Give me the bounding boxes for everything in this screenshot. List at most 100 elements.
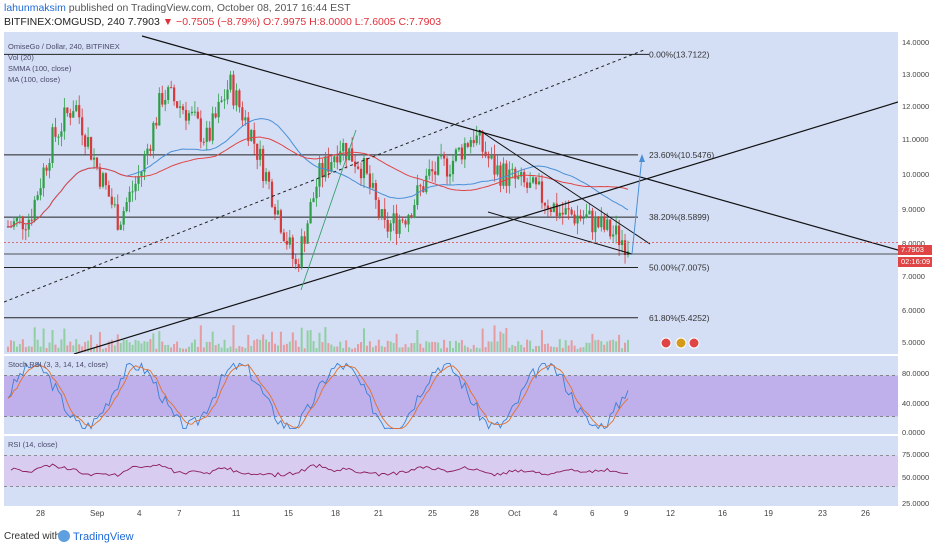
candle-body	[226, 89, 229, 100]
volume-bar	[481, 328, 484, 352]
volume-bar	[582, 347, 585, 352]
event-flag-icon	[688, 337, 700, 349]
volume-bar	[395, 333, 398, 352]
candle-body	[288, 237, 291, 245]
candle-body	[327, 156, 330, 172]
price-pane[interactable]: 0.00%(13.7122) 23.60%(10.5476) 38.20%(8.58…	[4, 32, 898, 354]
volume-bar	[60, 339, 63, 352]
price-chart: 0.00%(13.7122) 23.60%(10.5476) 38.20%(8.58…	[4, 35, 898, 354]
volume-bar	[579, 347, 582, 352]
candle-body	[84, 135, 87, 147]
candle-body	[297, 264, 300, 268]
volume-bar	[271, 331, 274, 352]
candle-body	[184, 109, 188, 121]
volume-bar	[214, 345, 217, 352]
candle-body	[534, 177, 538, 185]
price-tick: 13.0000	[902, 70, 930, 79]
candle-body	[600, 216, 603, 228]
candle-body	[57, 136, 60, 138]
ohlc-values: O:7.9975 H:8.0000 L:7.6005 C:7.7903	[263, 16, 442, 28]
price-tick: 5.0000	[902, 338, 925, 347]
time-tick: Sep	[90, 509, 105, 518]
stoch-axis: 80.0000 40.0000 0.0000	[898, 356, 932, 437]
stoch-rsi-pane[interactable]: Stoch RSI (3, 3, 14, 14, close)	[4, 356, 898, 434]
stoch-tick: 0.0000	[902, 428, 925, 437]
candle-body	[543, 202, 547, 206]
candle-body	[490, 155, 493, 159]
candle-body	[223, 99, 226, 101]
tradingview-brand[interactable]: TradingView	[58, 530, 134, 543]
candle-body	[193, 111, 196, 113]
volume-bar	[487, 341, 490, 352]
candle-body	[158, 93, 161, 126]
candle-body	[356, 166, 360, 169]
volume-bar	[158, 331, 161, 352]
candle-body	[101, 173, 105, 187]
candle-body	[220, 100, 223, 102]
candle-body	[69, 113, 72, 118]
volume-bar	[318, 332, 321, 352]
candle-body	[315, 186, 318, 199]
volume-bar	[90, 334, 93, 352]
volume-bar	[606, 341, 609, 352]
volume-bar	[401, 347, 404, 352]
volume-bar	[416, 329, 419, 352]
candle-body	[612, 234, 615, 237]
tradingview-logo-icon	[58, 530, 70, 542]
brand-label: TradingView	[73, 531, 134, 543]
candle-body	[398, 219, 401, 234]
volume-bar	[176, 341, 179, 352]
volume-bar	[208, 341, 211, 352]
volume-bar	[48, 342, 51, 352]
candle-body	[244, 117, 247, 121]
candle-body	[348, 148, 351, 161]
volume-bar	[585, 342, 588, 352]
volume-bar	[268, 341, 271, 352]
candle-body	[149, 148, 152, 151]
candle-body	[526, 182, 529, 188]
candle-body	[487, 156, 490, 159]
time-tick: 16	[718, 509, 727, 518]
candle-body	[282, 232, 285, 241]
candle-body	[401, 219, 404, 221]
publish-info: lahunmaksim published on TradingView.com…	[4, 2, 351, 15]
candle-body	[419, 185, 422, 187]
volume-bar	[72, 345, 75, 352]
volume-bar	[315, 348, 318, 352]
candle-body	[324, 156, 327, 178]
volume-bar	[63, 328, 66, 352]
volume-bar	[253, 340, 256, 352]
candle-body	[496, 165, 499, 175]
volume-bar	[33, 327, 36, 352]
volume-bar	[600, 341, 603, 352]
volume-bar	[306, 330, 309, 352]
volume-bar	[312, 341, 315, 352]
volume-bar	[303, 348, 306, 352]
candle-body	[389, 223, 392, 232]
volume-bar	[348, 347, 351, 352]
author-link[interactable]: lahunmaksim	[4, 2, 66, 14]
volume-bar	[262, 334, 265, 352]
candle-body	[345, 142, 348, 161]
volume-bar	[618, 334, 621, 352]
trend-line-dashed	[4, 49, 645, 303]
candle-body	[353, 161, 357, 167]
volume-bar	[443, 339, 446, 352]
trend-line-upper	[141, 35, 898, 251]
candle-body	[208, 127, 211, 141]
candle-body	[175, 101, 179, 108]
candle-body	[416, 185, 419, 206]
candle-body	[540, 181, 544, 203]
candle-body	[380, 209, 383, 217]
volume-bar	[612, 339, 615, 352]
volume-bar	[597, 339, 600, 352]
symbol-label: BITFINEX:OMGUSD, 240	[4, 16, 125, 28]
time-tick: 7	[177, 509, 182, 518]
fib-level-label: 61.80%(5.4252)	[649, 313, 710, 323]
candle-body	[585, 214, 588, 218]
volume-bar	[226, 348, 229, 352]
candle-body	[161, 93, 164, 105]
countdown-tag: 02:16:09	[898, 257, 932, 267]
rsi-pane[interactable]: RSI (14, close)	[4, 436, 898, 506]
candle-body	[66, 107, 69, 114]
